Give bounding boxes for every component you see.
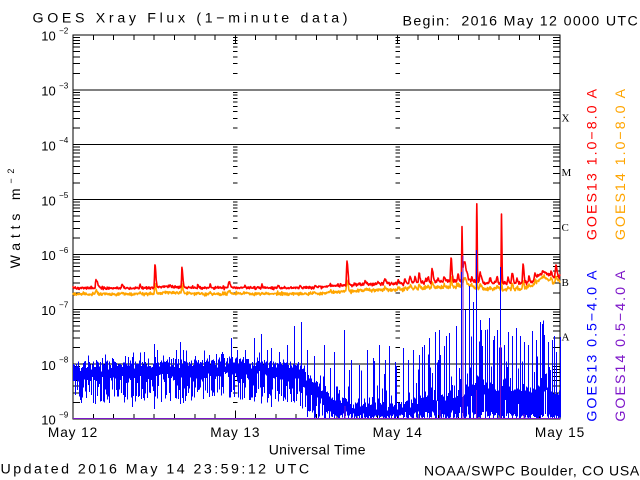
svg-text:Watts m−2: Watts m−2 xyxy=(6,164,23,269)
svg-text:GOES13 0.5−4.0 A: GOES13 0.5−4.0 A xyxy=(585,268,601,421)
svg-text:C: C xyxy=(562,222,569,234)
svg-text:M: M xyxy=(562,167,572,179)
svg-text:May 13: May 13 xyxy=(210,425,260,440)
svg-text:Begin: 2016 May 12 0000 UTC: Begin: 2016 May 12 0000 UTC xyxy=(403,13,640,29)
svg-text:GOES14 1.0−8.0 A: GOES14 1.0−8.0 A xyxy=(613,87,629,240)
svg-text:GOES14 0.5−4.0 A: GOES14 0.5−4.0 A xyxy=(613,268,629,421)
svg-text:May 12: May 12 xyxy=(48,425,98,440)
svg-text:NOAA/SWPC Boulder, CO USA: NOAA/SWPC Boulder, CO USA xyxy=(424,463,640,479)
svg-text:B: B xyxy=(562,277,569,289)
svg-text:X: X xyxy=(562,112,570,124)
svg-text:GOES Xray Flux (1−minute data): GOES Xray Flux (1−minute data) xyxy=(33,11,352,27)
svg-text:May 14: May 14 xyxy=(373,425,423,440)
svg-text:May 15: May 15 xyxy=(535,425,585,440)
svg-text:Universal Time: Universal Time xyxy=(269,442,366,458)
svg-text:A: A xyxy=(562,332,570,344)
svg-text:GOES13 1.0−8.0 A: GOES13 1.0−8.0 A xyxy=(585,87,601,240)
svg-text:Updated 2016 May 14 23:59:12 U: Updated 2016 May 14 23:59:12 UTC xyxy=(1,462,312,478)
